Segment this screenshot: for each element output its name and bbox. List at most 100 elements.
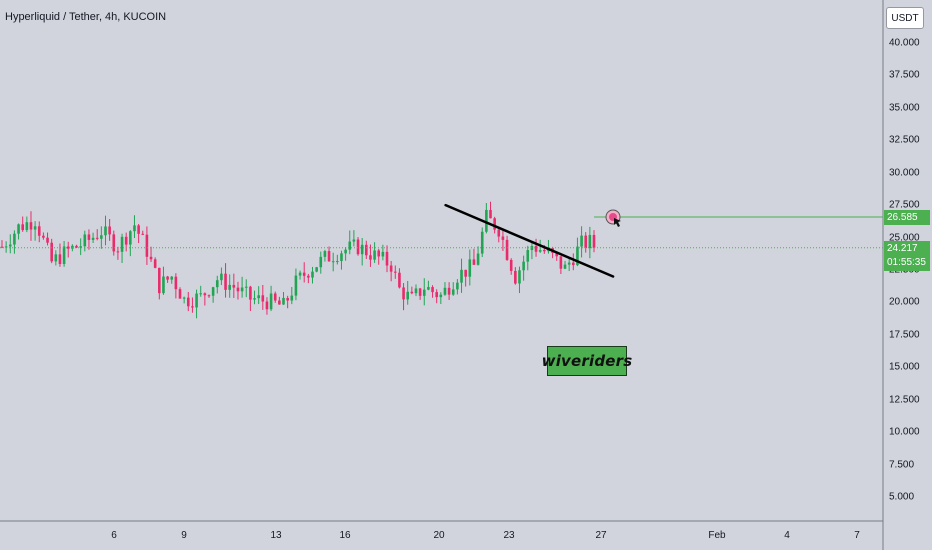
candle-body <box>162 276 165 294</box>
candle-body <box>129 231 132 245</box>
candle-body <box>199 293 203 295</box>
candle-body <box>497 229 501 237</box>
candle-body <box>576 246 579 266</box>
candle-body <box>286 297 289 301</box>
candle-body <box>141 233 145 235</box>
candle-body <box>514 270 517 284</box>
candle-body <box>377 250 381 257</box>
candle-body <box>257 295 260 299</box>
candle-body <box>228 284 231 290</box>
price-tick-label: 32.500 <box>889 134 920 146</box>
price-tick-label: 20.000 <box>889 296 920 308</box>
candle-body <box>439 294 443 298</box>
candle-body <box>572 262 575 266</box>
candle-body <box>215 280 219 288</box>
candle-body <box>385 251 389 266</box>
time-tick-label: 13 <box>270 530 282 541</box>
candles-group <box>0 201 596 319</box>
candle-body <box>431 287 434 293</box>
price-tick-label: 17.500 <box>889 329 920 341</box>
candle-body <box>112 234 116 252</box>
candle-body <box>108 226 111 235</box>
candle-body <box>278 300 281 305</box>
candle-body <box>365 244 368 256</box>
candle-body <box>373 250 376 260</box>
time-tick-label: 7 <box>854 530 860 541</box>
candle-body <box>195 293 198 308</box>
candle-body <box>369 255 372 260</box>
candle-body <box>336 261 339 263</box>
last-price-value: 24.217 <box>887 243 918 254</box>
candle-body <box>410 291 414 294</box>
candle-body <box>29 222 33 230</box>
candle-body <box>91 237 95 240</box>
candle-body <box>13 233 16 245</box>
candle-body <box>203 293 207 296</box>
candle-body <box>133 225 136 232</box>
price-tick-label: 35.000 <box>889 102 920 114</box>
candle-body <box>472 259 476 265</box>
candle-body <box>137 225 140 234</box>
candle-body <box>58 254 62 265</box>
bar-countdown: 01:55:35 <box>887 257 926 268</box>
price-tick-label: 25.000 <box>889 232 920 244</box>
candle-body <box>307 275 310 278</box>
price-tick-label: 30.000 <box>889 167 920 179</box>
candle-body <box>381 251 385 257</box>
candle-body <box>352 239 356 242</box>
candle-body <box>282 297 285 305</box>
candle-body <box>468 259 472 277</box>
candle-body <box>588 234 592 249</box>
currency-unit-button[interactable]: USDT <box>886 7 924 29</box>
candle-body <box>87 234 91 240</box>
symbol-pair: Hyperliquid / Tether, <box>5 11 103 23</box>
candle-body <box>220 273 223 281</box>
candle-body <box>224 273 227 290</box>
candle-body <box>232 284 236 288</box>
candle-body <box>480 231 484 254</box>
candle-body <box>17 224 20 234</box>
candle-body <box>244 286 248 288</box>
target-marker-icon[interactable] <box>605 209 621 228</box>
candle-body <box>174 276 178 290</box>
candle-body <box>79 246 82 248</box>
candle-body <box>95 237 99 239</box>
candle-body <box>75 245 78 248</box>
candle-body <box>33 226 37 230</box>
wiveriders-logo: wiveriders <box>542 346 632 376</box>
candle-body <box>191 306 194 308</box>
candle-body <box>50 242 53 262</box>
candle-body <box>298 272 302 276</box>
trendline[interactable] <box>444 203 615 278</box>
candle-body <box>526 250 530 262</box>
price-tick-label: 10.000 <box>889 426 920 438</box>
candle-body <box>249 286 252 300</box>
candle-body <box>456 282 459 290</box>
candle-body <box>178 289 182 299</box>
candle-body <box>418 288 422 296</box>
candle-body <box>25 222 29 231</box>
candle-body <box>120 236 124 252</box>
candle-body <box>489 209 492 219</box>
candle-body <box>21 224 24 231</box>
candle-body <box>451 289 455 295</box>
candle-body <box>236 287 240 292</box>
candle-body <box>447 287 451 295</box>
candle-body <box>389 265 393 272</box>
candle-body <box>518 270 521 284</box>
candle-body <box>315 267 318 272</box>
candle-body <box>37 226 41 236</box>
candle-body <box>414 288 418 294</box>
candle-body <box>344 249 347 254</box>
symbol-interval: 4h, <box>105 11 121 23</box>
candle-body <box>54 254 58 262</box>
candle-body <box>485 209 488 232</box>
candle-body <box>46 237 49 243</box>
candle-body <box>207 295 211 297</box>
time-tick-label: 16 <box>339 530 351 541</box>
candle-body <box>493 218 496 230</box>
candle-body <box>580 235 583 247</box>
candle-body <box>4 246 8 248</box>
candle-body <box>559 256 563 269</box>
